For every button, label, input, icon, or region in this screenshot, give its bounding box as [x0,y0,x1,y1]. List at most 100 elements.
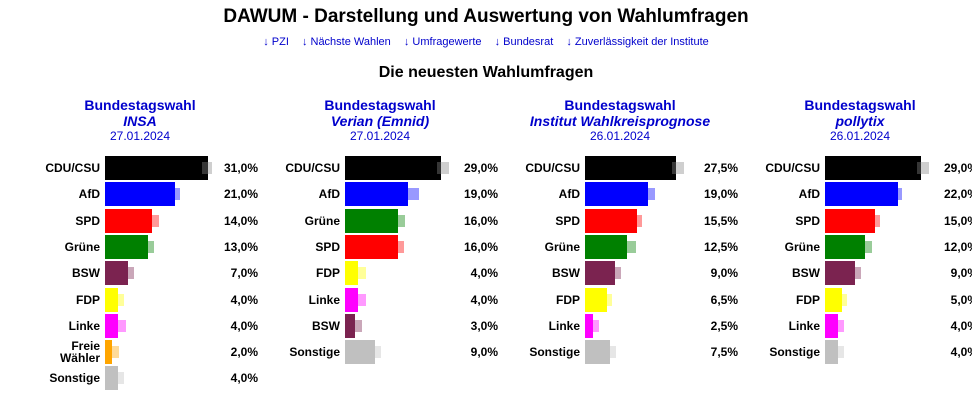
value-label: 12,5% [703,239,738,254]
nav-link-umfragewerte[interactable]: ↓ Umfragewerte [403,36,482,48]
value-label: 15,0% [943,213,972,228]
value-label: 27,5% [703,161,738,175]
party-label: BSW [552,266,580,281]
previous-value-marker [114,372,124,385]
nav-links: ↓ PZI ↓ Nächste Wahlen ↓ Umfragewerte ↓ … [0,36,972,48]
party-label: Linke [548,318,580,333]
value-label: 15,5% [703,213,738,228]
value-label: 4,0% [230,292,258,307]
party-label: SPD [555,213,580,228]
poll-institute[interactable]: Verian (Emnid) [330,113,430,129]
party-label: Grüne [784,239,820,254]
bar [345,208,399,233]
party-label: Sonstige [769,345,820,360]
party-label: SPD [75,213,100,228]
previous-value-marker [114,293,124,306]
previous-value-marker [170,188,181,201]
bar [345,234,399,259]
value-label: 4,0% [470,292,498,307]
party-label: CDU/CSU [45,161,100,175]
bar-row: Sonstige 7,5% [500,340,740,365]
poll-date: 26.01.2024 [589,129,651,143]
value-label: 4,0% [230,371,258,386]
value-label: 4,0% [470,266,498,281]
value-label: 4,0% [230,318,258,333]
party-label: Freie Wähler [59,339,100,366]
party-label: AfD [558,187,580,202]
nav-link-pzi[interactable]: ↓ PZI [263,36,289,48]
previous-value-marker [834,346,844,359]
party-label: FDP [316,266,340,281]
bar [825,234,865,259]
value-label: 4,0% [950,345,972,360]
value-label: 31,0% [223,161,258,175]
previous-value-marker [351,319,363,332]
party-label: Sonstige [289,345,340,360]
nav-link-bundesrat[interactable]: ↓ Bundesrat [494,36,554,48]
previous-value-marker [632,214,643,227]
value-label: 9,0% [950,266,972,281]
poll-title[interactable]: Bundestagswahl [324,97,436,113]
bar-row: SPD 14,0% [20,208,260,233]
bar [345,340,375,365]
bar [105,234,149,259]
value-label: 19,0% [463,187,498,202]
poll-title[interactable]: Bundestagswahl [564,97,676,113]
party-label: CDU/CSU [525,161,580,175]
party-label: FDP [556,292,580,307]
poll-title[interactable]: Bundestagswahl [84,97,196,113]
bar-row: FDP 4,0% [20,287,260,312]
value-label: 12,0% [943,239,972,254]
party-label: Grüne [64,239,100,254]
previous-value-marker [860,240,873,253]
poll-title[interactable]: Bundestagswahl [804,97,916,113]
previous-value-marker [672,162,684,174]
bar-row: Grüne 13,0% [20,234,260,259]
bar [585,234,627,259]
bar [585,261,615,286]
value-label: 2,5% [710,318,738,333]
nav-link-naechste-wahlen[interactable]: ↓ Nächste Wahlen [301,36,391,48]
bar [105,261,129,286]
bar [105,366,119,391]
bar [825,182,899,207]
previous-value-marker [354,293,366,306]
previous-value-marker [644,188,656,201]
bar [345,313,355,338]
bar [585,156,677,180]
previous-value-marker [610,267,621,280]
previous-value-marker [114,319,126,332]
nav-link-zuverlaessigkeit[interactable]: ↓ Zuverlässigkeit der Institute [566,36,709,48]
page-title: DAWUM - Darstellung und Auswertung von W… [223,6,749,27]
bar-row: BSW 9,0% [500,261,740,286]
poll-institute[interactable]: INSA [123,113,157,129]
previous-value-marker [602,293,613,306]
value-label: 2,0% [230,345,258,360]
poll-institute[interactable]: pollytix [835,113,885,129]
party-label: CDU/CSU [285,161,340,175]
party-label: AfD [78,187,100,202]
bar [345,182,409,207]
poll-date: 27.01.2024 [349,129,411,143]
party-label: Linke [788,318,820,333]
value-label: 3,0% [470,318,498,333]
bar-row: FDP 4,0% [260,261,500,286]
party-label: Sonstige [529,345,580,360]
bar-row: Grüne 16,0% [260,208,500,233]
value-label: 13,0% [223,239,258,254]
bar [825,313,839,338]
bar [825,208,875,233]
previous-value-marker [589,319,599,332]
party-label: AfD [798,187,820,202]
bar-row: CDU/CSU 27,5% [500,156,740,180]
bar-row: AfD 22,0% [740,182,972,207]
value-label: 9,0% [470,345,498,360]
poll-wahlkreisprognose: Bundestagswahl Institut Wahlkreisprognos… [500,97,740,365]
poll-date: 27.01.2024 [109,129,171,143]
value-label: 9,0% [710,266,738,281]
party-label: Linke [68,318,100,333]
bar-row: FDP 6,5% [500,287,740,312]
bar-row: AfD 19,0% [260,182,500,207]
value-label: 4,0% [950,318,972,333]
poll-institute[interactable]: Institut Wahlkreisprognose [529,113,711,129]
